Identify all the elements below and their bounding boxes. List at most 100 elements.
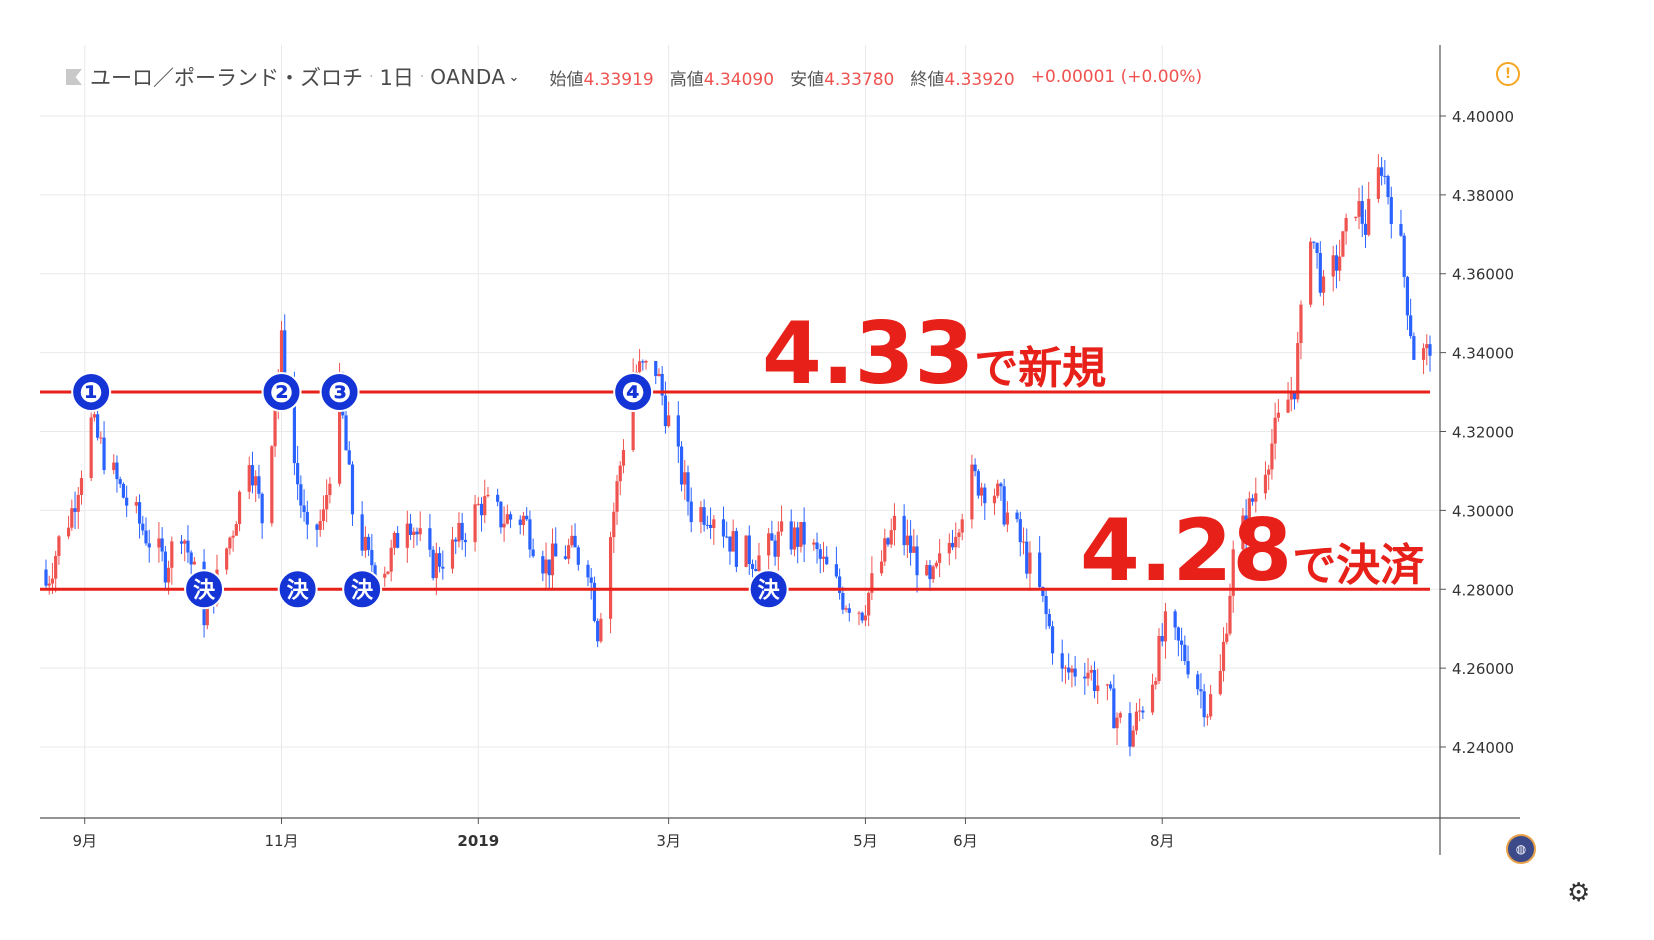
candle — [225, 547, 229, 575]
candle — [1083, 662, 1087, 695]
candle-body — [1067, 667, 1071, 673]
candle-body — [576, 547, 580, 565]
chevron-down-icon[interactable]: ⌄ — [508, 69, 520, 85]
candle-body — [92, 414, 96, 418]
candle — [237, 490, 242, 532]
candle-body — [863, 615, 868, 621]
candle-body — [325, 495, 329, 510]
candle-body — [392, 532, 397, 548]
candle — [750, 559, 755, 578]
globe-icon[interactable]: ◍ — [1506, 834, 1536, 864]
candle-body — [886, 538, 890, 545]
candle-body — [1296, 343, 1300, 400]
candle-body — [1089, 669, 1093, 673]
candle-body — [1209, 694, 1213, 717]
candle-body — [415, 531, 419, 535]
candle — [273, 409, 277, 457]
candle-body — [1138, 710, 1142, 712]
candle-body — [821, 556, 826, 559]
candle-body — [1221, 641, 1226, 671]
candle — [725, 521, 729, 539]
entry-marker-circle — [261, 372, 302, 413]
candle — [679, 441, 684, 492]
candle — [712, 515, 716, 545]
candle — [70, 499, 74, 531]
candle-body — [1402, 235, 1406, 277]
candle-body — [360, 514, 364, 551]
candle — [170, 536, 174, 585]
candle-body — [547, 559, 551, 576]
candle-body — [1228, 595, 1232, 634]
candle — [999, 482, 1003, 501]
candle-body — [70, 508, 74, 528]
candle-body — [1405, 276, 1410, 316]
candle — [705, 515, 709, 530]
candle-body — [870, 573, 874, 593]
candle-body — [1315, 242, 1319, 253]
candle — [1247, 491, 1251, 548]
candle-body — [1154, 680, 1158, 685]
candle — [147, 529, 151, 563]
open-value: 4.33919 — [583, 69, 654, 90]
candle-body — [915, 546, 919, 576]
candle-body — [1276, 412, 1280, 418]
candle — [773, 534, 777, 566]
candle — [157, 522, 161, 563]
candle-body — [321, 509, 326, 522]
candle — [589, 568, 593, 600]
candle — [615, 474, 619, 525]
candle — [1412, 332, 1416, 361]
exit-marker: 決 — [184, 569, 225, 610]
exit-marker: 決 — [748, 569, 789, 610]
candle — [318, 509, 322, 537]
x-tick-label: 11月 — [264, 832, 298, 850]
candle-body — [1312, 241, 1316, 243]
candle-body — [1086, 672, 1090, 679]
candle — [841, 586, 845, 615]
candle-body — [1018, 519, 1022, 543]
candle — [1338, 239, 1342, 282]
candle-body — [938, 553, 942, 563]
candle-body — [147, 543, 151, 548]
candle — [983, 483, 987, 520]
candle — [186, 525, 190, 563]
ohlc-open: 始値4.33919 — [549, 65, 653, 90]
candle-body — [818, 549, 822, 559]
candle — [1063, 665, 1068, 684]
candle-body — [157, 538, 161, 548]
chart-header: ユーロ／ポーランド・ズロチ · 1日 · OANDA ⌄ 始値4.33919 高… — [66, 62, 1202, 92]
candle — [576, 545, 580, 571]
candle — [73, 491, 77, 530]
candle-body — [747, 535, 751, 565]
candle — [1331, 245, 1335, 292]
candle — [592, 576, 597, 623]
candle — [976, 469, 980, 499]
entry-label-text: で新規 — [974, 343, 1106, 394]
broker-name[interactable]: OANDA — [430, 65, 506, 89]
timeframe[interactable]: 1日 — [379, 66, 414, 90]
candle-body — [166, 567, 171, 583]
symbol-name[interactable]: ユーロ／ポーランド・ズロチ — [90, 66, 363, 90]
candle-body — [315, 524, 319, 530]
candle-body — [73, 508, 77, 512]
open-label: 始値 — [549, 69, 584, 90]
candle — [47, 575, 51, 595]
high-label: 高値 — [669, 69, 704, 90]
candle — [325, 479, 329, 523]
candle — [441, 550, 445, 580]
candle-body — [1354, 216, 1358, 219]
candle-body — [1299, 304, 1303, 344]
candle — [144, 517, 148, 546]
candle-body — [825, 556, 829, 565]
candle-body — [767, 533, 771, 556]
candle — [883, 528, 887, 567]
candle — [1334, 244, 1339, 289]
grid — [40, 45, 1440, 818]
candle-body — [502, 523, 506, 528]
gear-icon[interactable]: ⚙ — [1567, 878, 1591, 908]
candle-body — [1109, 684, 1113, 689]
candle-body — [1321, 276, 1326, 293]
warning-icon[interactable]: ! — [1496, 62, 1520, 86]
